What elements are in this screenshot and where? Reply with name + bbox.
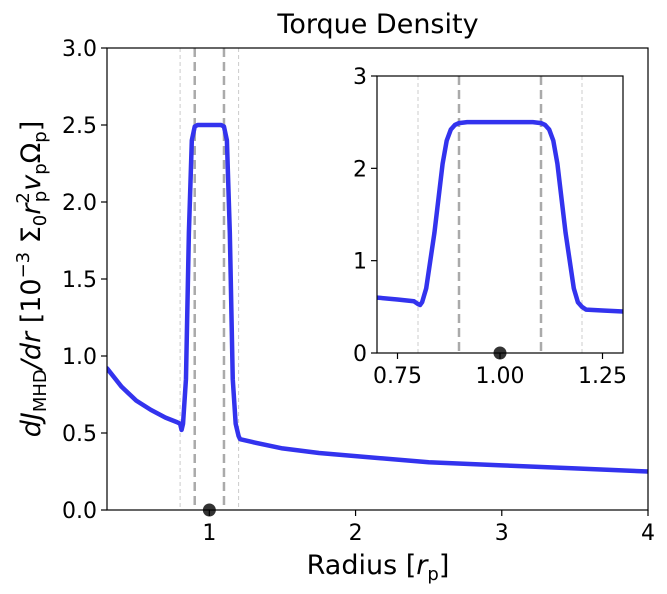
y-axis-label: dJMHD/dr [10−3 Σ0r2pvpΩp] xyxy=(13,121,51,438)
chart-title: Torque Density xyxy=(276,9,478,40)
x-axis-label: Radius [rp] xyxy=(307,550,450,585)
inset-y-tick-label: 2 xyxy=(353,157,367,182)
inset-y-tick-label: 1 xyxy=(353,250,367,275)
main-x-tick-label: 4 xyxy=(641,521,655,546)
main-x-tick-label: 2 xyxy=(349,521,363,546)
inset-series-line-0 xyxy=(377,119,623,314)
main-y-tick-label: 2.5 xyxy=(62,114,97,139)
main-y-tick-label: 2.0 xyxy=(62,191,97,216)
main-x-axis-ticks: 1 2 3 4 xyxy=(202,510,655,546)
inset-y-axis-ticks: 0 1 2 3 xyxy=(353,65,377,367)
main-y-tick-label: 3.0 xyxy=(62,37,97,62)
main-y-tick-label: 1.5 xyxy=(62,268,97,293)
main-series xyxy=(107,122,648,474)
inset-x-axis-ticks: 0.75 1.00 1.25 xyxy=(373,353,627,389)
main-x-tick-label: 1 xyxy=(202,521,216,546)
main-x-tick-label: 3 xyxy=(495,521,509,546)
main-y-axis-ticks: 0.0 0.5 1.0 1.5 2.0 2.5 3.0 xyxy=(62,37,107,524)
inset-x-tick-label: 0.75 xyxy=(373,364,422,389)
main-y-tick-label: 0.5 xyxy=(62,422,97,447)
main-series-line-0 xyxy=(107,122,648,474)
inset-x-tick-label: 1.00 xyxy=(476,364,525,389)
inset-y-tick-label: 0 xyxy=(353,342,367,367)
inset-y-tick-label: 3 xyxy=(353,65,367,90)
main-y-tick-label: 0.0 xyxy=(62,499,97,524)
inset-series xyxy=(377,119,623,314)
main-y-tick-label: 1.0 xyxy=(62,345,97,370)
main-plot: 1 2 3 4 0.0 0.5 1.0 1.5 2.0 2.5 3.0 xyxy=(62,37,655,546)
inset-plot: 0.75 1.00 1.25 0 1 2 3 xyxy=(353,65,627,389)
inset-x-tick-label: 1.25 xyxy=(578,364,627,389)
